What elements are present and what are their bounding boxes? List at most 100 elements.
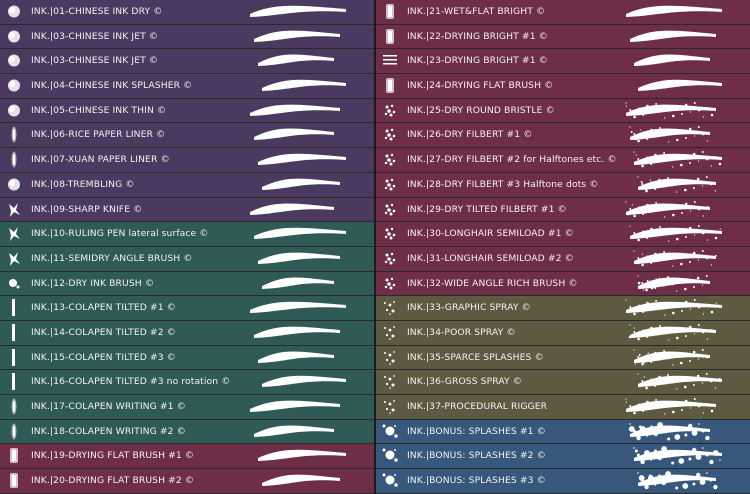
brush-preset-row[interactable]: INK.|35-SPARCE SPLASHES © bbox=[376, 345, 750, 370]
brush-preset-row[interactable]: INK.|09-SHARP KNIFE © bbox=[0, 197, 374, 222]
brush-preset-row[interactable]: INK.|17-COLAPEN WRITING #1 © bbox=[0, 395, 374, 419]
brush-preset-row[interactable]: INK.|08-TREMBLING © bbox=[0, 172, 374, 197]
brush-tip-icon bbox=[380, 2, 400, 21]
brush-preset-row[interactable]: INK.|33-GRAPHIC SPRAY © bbox=[376, 296, 750, 320]
brush-preset-name: INK.|BONUS: SPLASHES #2 © bbox=[407, 450, 546, 462]
brush-preset-row[interactable]: INK.|24-DRYING FLAT BRUSH © bbox=[376, 74, 750, 98]
brush-preset-name: INK.|31-LONGHAIR SEMILOAD #2 © bbox=[407, 252, 574, 264]
brush-preset-row[interactable]: INK.|15-COLAPEN TILTED #3 © bbox=[0, 345, 374, 370]
brush-preset-name: INK.|37-PROCEDURAL RIGGER bbox=[407, 401, 548, 412]
brush-stroke-preview bbox=[602, 198, 742, 222]
brush-preset-row[interactable]: INK.|BONUS: SPLASHES #3 © bbox=[376, 469, 750, 493]
brush-stroke-preview bbox=[602, 395, 742, 419]
brush-tip-icon bbox=[4, 101, 24, 120]
brush-preset-name: INK.|17-COLAPEN WRITING #1 © bbox=[31, 401, 186, 412]
brush-preset-name: INK.|15-COLAPEN TILTED #3 © bbox=[31, 351, 176, 363]
brush-tip-icon bbox=[4, 2, 24, 21]
brush-stroke-preview bbox=[602, 296, 742, 320]
brush-stroke-preview bbox=[226, 74, 366, 98]
brush-preset-row[interactable]: INK.|32-WIDE ANGLE RICH BRUSH © bbox=[376, 271, 750, 296]
brush-preset-row[interactable]: INK.|05-CHINESE INK THIN © bbox=[0, 98, 374, 123]
brush-stroke-preview bbox=[226, 370, 366, 394]
brush-preset-row[interactable]: INK.|30-LONGHAIR SEMILOAD #1 © bbox=[376, 222, 750, 246]
brush-tip-icon bbox=[380, 150, 400, 169]
brush-preset-row[interactable]: INK.|31-LONGHAIR SEMILOAD #2 © bbox=[376, 246, 750, 271]
brush-preset-row[interactable]: INK.|03-CHINESE INK JET © bbox=[0, 24, 374, 49]
brush-preset-name: INK.|13-COLAPEN TILTED #1 © bbox=[31, 302, 176, 314]
brush-tip-icon bbox=[4, 372, 24, 391]
brush-preset-name: INK.|BONUS: SPLASHES #1 © bbox=[407, 425, 546, 437]
brush-tip-icon bbox=[4, 446, 24, 465]
brush-stroke-preview bbox=[602, 148, 742, 172]
brush-tip-icon bbox=[380, 249, 400, 268]
brush-list-left: INK.|01-CHINESE INK DRY © INK.|03-CHINESE… bbox=[0, 0, 374, 494]
brush-tip-icon bbox=[380, 51, 400, 70]
brush-stroke-preview bbox=[602, 247, 742, 271]
brush-preset-row[interactable]: INK.|22-DRYING BRIGHT #1 © bbox=[376, 24, 750, 49]
brush-stroke-preview bbox=[226, 222, 366, 246]
brush-preset-row[interactable]: INK.|10-RULING PEN lateral surface © bbox=[0, 222, 374, 246]
brush-preset-name: INK.|19-DRYING FLAT BRUSH #1 © bbox=[31, 450, 195, 462]
brush-tip-icon bbox=[4, 348, 24, 367]
brush-preset-row[interactable]: INK.|37-PROCEDURAL RIGGER bbox=[376, 395, 750, 419]
brush-stroke-preview bbox=[602, 222, 742, 246]
brush-preset-row[interactable]: INK.|18-COLAPEN WRITING #2 © bbox=[0, 419, 374, 444]
brush-preset-name: INK.|18-COLAPEN WRITING #2 © bbox=[31, 425, 186, 437]
brush-preset-row[interactable]: INK.|BONUS: SPLASHES #1 © bbox=[376, 419, 750, 444]
brush-tip-icon bbox=[380, 200, 400, 219]
brush-preset-row[interactable]: INK.|21-WET&FLAT BRIGHT © bbox=[376, 0, 750, 24]
brush-tip-icon bbox=[380, 348, 400, 367]
brush-preset-row[interactable]: INK.|01-CHINESE INK DRY © bbox=[0, 0, 374, 24]
brush-preset-row[interactable]: INK.|07-XUAN PAPER LINER © bbox=[0, 148, 374, 172]
brush-stroke-preview bbox=[602, 370, 742, 394]
brush-stroke-preview bbox=[226, 148, 366, 172]
brush-preset-row[interactable]: INK.|29-DRY TILTED FILBERT #1 © bbox=[376, 197, 750, 222]
brush-tip-icon bbox=[4, 200, 24, 219]
brush-stroke-preview bbox=[602, 173, 742, 197]
brush-preset-row[interactable]: INK.|04-CHINESE INK SPLASHER © bbox=[0, 74, 374, 98]
brush-stroke-preview bbox=[602, 321, 742, 345]
brush-preset-row[interactable]: INK.|12-DRY INK BRUSH © bbox=[0, 271, 374, 296]
brush-preset-row[interactable]: INK.|23-DRYING BRIGHT #1 © bbox=[376, 49, 750, 74]
brush-preset-row[interactable]: INK.|20-DRYING FLAT BRUSH #2 © bbox=[0, 469, 374, 493]
brush-preset-row[interactable]: INK.|03-CHINESE INK JET © bbox=[0, 49, 374, 74]
brush-preset-row[interactable]: INK.|14-COLAPEN TILTED #2 © bbox=[0, 320, 374, 345]
brush-preset-row[interactable]: INK.|27-DRY FILBERT #2 for Halftones etc… bbox=[376, 148, 750, 172]
brush-preset-row[interactable]: INK.|13-COLAPEN TILTED #1 © bbox=[0, 296, 374, 320]
brush-preset-row[interactable]: INK.|36-GROSS SPRAY © bbox=[376, 370, 750, 394]
brush-tip-icon bbox=[4, 249, 24, 268]
brush-preset-row[interactable]: INK.|19-DRYING FLAT BRUSH #1 © bbox=[0, 444, 374, 469]
brush-tip-icon bbox=[380, 372, 400, 391]
brush-preset-name: INK.|29-DRY TILTED FILBERT #1 © bbox=[407, 203, 567, 215]
brush-stroke-preview bbox=[226, 420, 366, 444]
brush-preset-row[interactable]: INK.|BONUS: SPLASHES #2 © bbox=[376, 444, 750, 469]
brush-preset-name: INK.|05-CHINESE INK THIN © bbox=[31, 104, 167, 116]
brush-preset-name: INK.|23-DRYING BRIGHT #1 © bbox=[407, 55, 548, 67]
brush-stroke-preview bbox=[602, 420, 742, 444]
brush-preset-row[interactable]: INK.|16-COLAPEN TILTED #3 no rotation © bbox=[0, 370, 374, 394]
brush-tip-icon bbox=[380, 76, 400, 95]
brush-preset-name: INK.|16-COLAPEN TILTED #3 no rotation © bbox=[31, 376, 231, 388]
brush-preset-row[interactable]: INK.|25-DRY ROUND BRISTLE © bbox=[376, 98, 750, 123]
brush-preset-row[interactable]: INK.|26-DRY FILBERT #1 © bbox=[376, 123, 750, 148]
brush-stroke-preview bbox=[602, 74, 742, 98]
brush-preset-row[interactable]: INK.|34-POOR SPRAY © bbox=[376, 320, 750, 345]
brush-stroke-preview bbox=[226, 247, 366, 271]
brush-stroke-preview bbox=[226, 99, 366, 123]
brush-preset-name: INK.|24-DRYING FLAT BRUSH © bbox=[407, 80, 554, 92]
brush-preset-row[interactable]: INK.|11-SEMIDRY ANGLE BRUSH © bbox=[0, 246, 374, 271]
brush-tip-icon bbox=[4, 298, 24, 317]
brush-preset-name: INK.|34-POOR SPRAY © bbox=[407, 326, 516, 338]
brush-preset-name: INK.|03-CHINESE INK JET © bbox=[31, 30, 159, 42]
brush-tip-icon bbox=[380, 323, 400, 342]
brush-tip-icon bbox=[380, 27, 400, 46]
brush-tip-icon bbox=[4, 422, 24, 441]
brush-tip-icon bbox=[4, 125, 24, 144]
brush-preset-row[interactable]: INK.|06-RICE PAPER LINER © bbox=[0, 123, 374, 148]
column-divider bbox=[374, 0, 376, 494]
brush-tip-icon bbox=[380, 446, 400, 465]
brush-stroke-preview bbox=[226, 469, 366, 493]
brush-preset-row[interactable]: INK.|28-DRY FILBERT #3 Halftone dots © bbox=[376, 172, 750, 197]
brush-stroke-preview bbox=[602, 272, 742, 296]
brush-preset-name: INK.|08-TREMBLING © bbox=[31, 178, 135, 190]
